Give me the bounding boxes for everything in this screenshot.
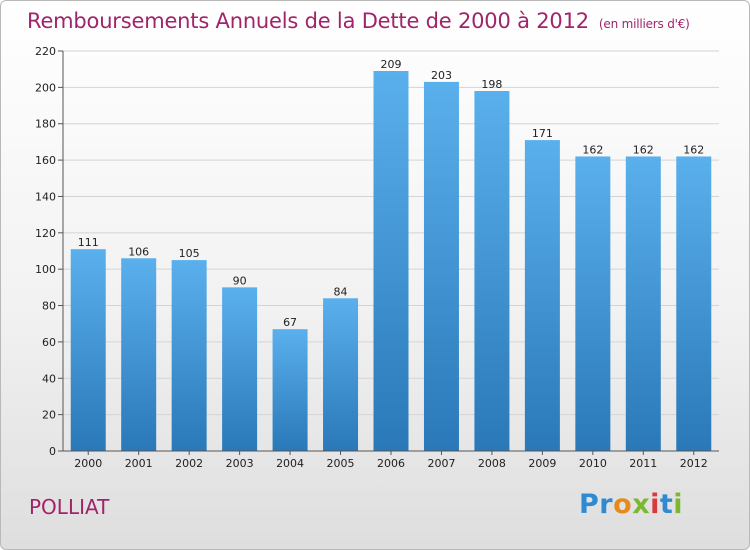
y-tick-label: 140 <box>35 190 56 203</box>
logo-letter: o <box>613 489 633 520</box>
x-tick-label: 2007 <box>427 457 455 470</box>
logo-letter: t <box>659 489 674 520</box>
bar-2001 <box>121 258 157 451</box>
x-tick-label: 2000 <box>74 457 102 470</box>
logo-letter: i <box>673 489 684 520</box>
y-tick-label: 0 <box>49 445 56 458</box>
y-tick-label: 40 <box>42 372 56 385</box>
bar-2011 <box>625 156 661 452</box>
bar-2008 <box>474 91 510 451</box>
x-tick-label: 2002 <box>175 457 203 470</box>
bar-value-label: 162 <box>633 143 654 156</box>
x-tick-label: 2011 <box>629 457 657 470</box>
y-tick-label: 20 <box>42 409 56 422</box>
y-tick-label: 60 <box>42 336 56 349</box>
y-tick-label: 120 <box>35 227 56 240</box>
bar-value-label: 111 <box>78 236 99 249</box>
bar-2010 <box>575 156 611 452</box>
chart-title-text: Remboursements Annuels de la Dette de 20… <box>27 9 589 33</box>
proxiti-logo: Proxiti <box>579 489 683 520</box>
bar-value-label: 67 <box>283 316 297 329</box>
commune-name: POLLIAT <box>29 495 110 519</box>
bar-value-label: 106 <box>128 245 149 258</box>
bar-2002 <box>171 260 207 451</box>
x-tick-label: 2005 <box>327 457 355 470</box>
logo-letter: i <box>650 489 660 520</box>
bar-2000 <box>70 249 106 451</box>
bar-2004 <box>272 329 308 451</box>
bar-2012 <box>676 156 712 452</box>
logo-letter: r <box>599 489 614 520</box>
bar-2003 <box>222 287 258 451</box>
bar-value-label: 84 <box>334 285 348 298</box>
x-tick-label: 2010 <box>579 457 607 470</box>
x-tick-label: 2006 <box>377 457 405 470</box>
bar-2006 <box>373 71 409 451</box>
bar-value-label: 198 <box>481 78 502 91</box>
y-tick-label: 80 <box>42 300 56 313</box>
bar-2009 <box>524 140 560 451</box>
y-tick-label: 100 <box>35 263 56 276</box>
y-tick-label: 160 <box>35 154 56 167</box>
bar-value-label: 171 <box>532 127 553 140</box>
y-tick-label: 180 <box>35 118 56 131</box>
bar-2005 <box>323 298 359 451</box>
x-tick-label: 2008 <box>478 457 506 470</box>
chart-unit: (en milliers d'€) <box>598 17 690 31</box>
bar-value-label: 162 <box>683 143 704 156</box>
logo-letter: x <box>632 489 651 520</box>
bar-value-label: 105 <box>179 247 200 260</box>
y-tick-label: 220 <box>35 45 56 58</box>
bar-value-label: 162 <box>582 143 603 156</box>
x-tick-label: 2003 <box>226 457 254 470</box>
x-tick-label: 2009 <box>528 457 556 470</box>
x-tick-label: 2004 <box>276 457 304 470</box>
bar-2007 <box>423 81 459 451</box>
logo-letter: P <box>579 489 600 520</box>
x-tick-label: 2001 <box>125 457 153 470</box>
y-tick-label: 200 <box>35 81 56 94</box>
chart-title: Remboursements Annuels de la Dette de 20… <box>27 9 690 33</box>
bar-value-label: 209 <box>381 58 402 71</box>
x-tick-label: 2012 <box>680 457 708 470</box>
bar-value-label: 203 <box>431 69 452 82</box>
bar-value-label: 90 <box>233 274 247 287</box>
